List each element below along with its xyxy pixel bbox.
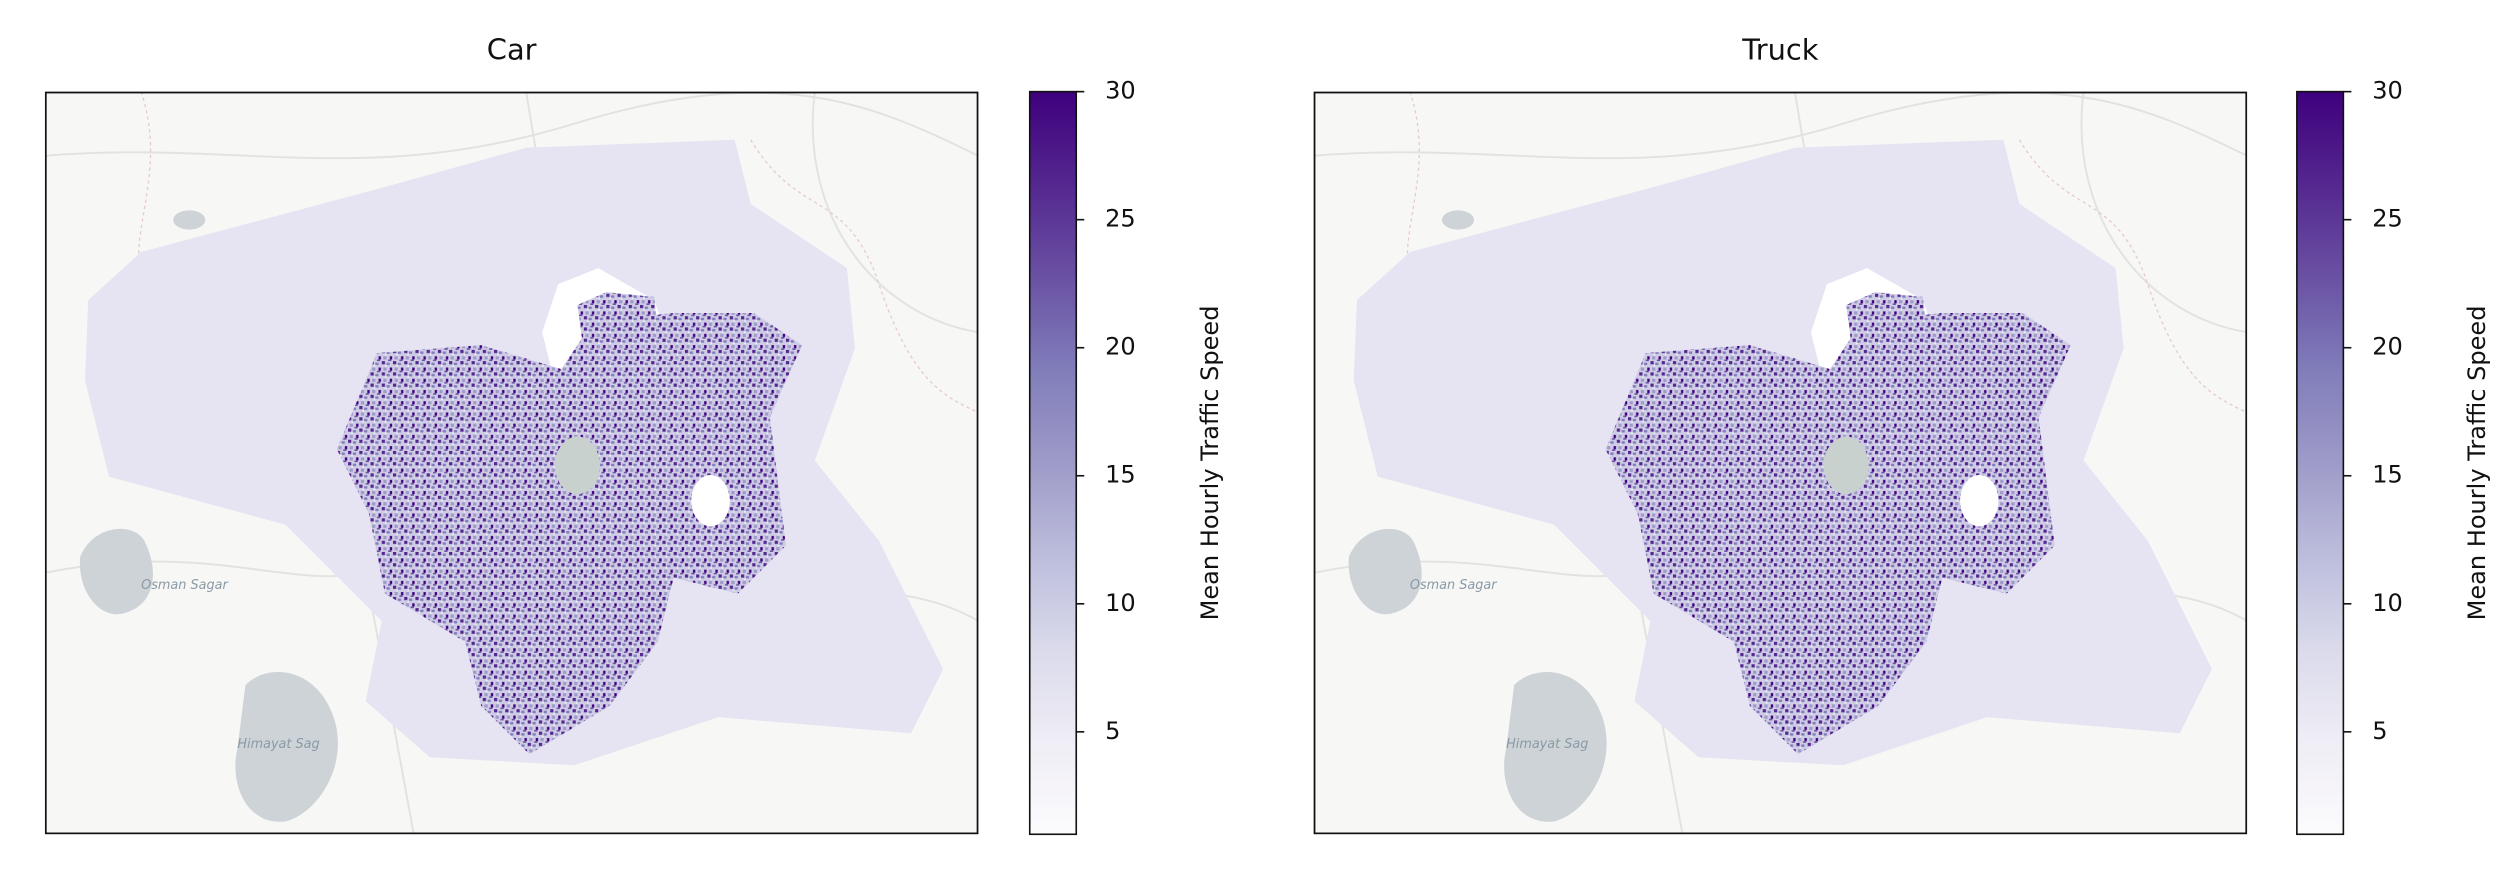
map-label: Himayat Sag xyxy=(1506,737,1588,752)
colorbar-tick-label: 15 xyxy=(1105,461,1136,489)
colorbar-tick-label: 5 xyxy=(2372,717,2387,745)
panel-title: Car xyxy=(487,33,537,67)
colorbar-label: Mean Hourly Traffic Speed xyxy=(1196,305,1224,620)
map-label: Osman Sagar xyxy=(1410,578,1497,593)
basemap xyxy=(44,91,979,835)
colorbar xyxy=(2296,90,2345,836)
map-label: Osman Sagar xyxy=(141,578,228,593)
colorbar-label: Mean Hourly Traffic Speed xyxy=(2463,305,2491,620)
colorbar-tick-label: 5 xyxy=(1105,717,1120,745)
colorbar-tick-label: 20 xyxy=(2372,333,2403,361)
map-label: Himayat Sag xyxy=(237,737,319,752)
colorbar-tick-label: 30 xyxy=(1105,77,1136,105)
colorbar-tick-label: 25 xyxy=(1105,205,1136,233)
colorbar-tick-label: 20 xyxy=(1105,333,1136,361)
colorbar-tick-label: 10 xyxy=(1105,589,1136,617)
colorbar xyxy=(1028,90,1078,836)
colorbar-tick-label: 25 xyxy=(2372,205,2403,233)
basemap xyxy=(1313,91,2248,835)
colorbar-tick-label: 10 xyxy=(2372,589,2403,617)
colorbar-tick-label: 15 xyxy=(2372,461,2403,489)
panel-title: Truck xyxy=(1741,33,1818,67)
colorbar-tick-label: 30 xyxy=(2372,77,2403,105)
